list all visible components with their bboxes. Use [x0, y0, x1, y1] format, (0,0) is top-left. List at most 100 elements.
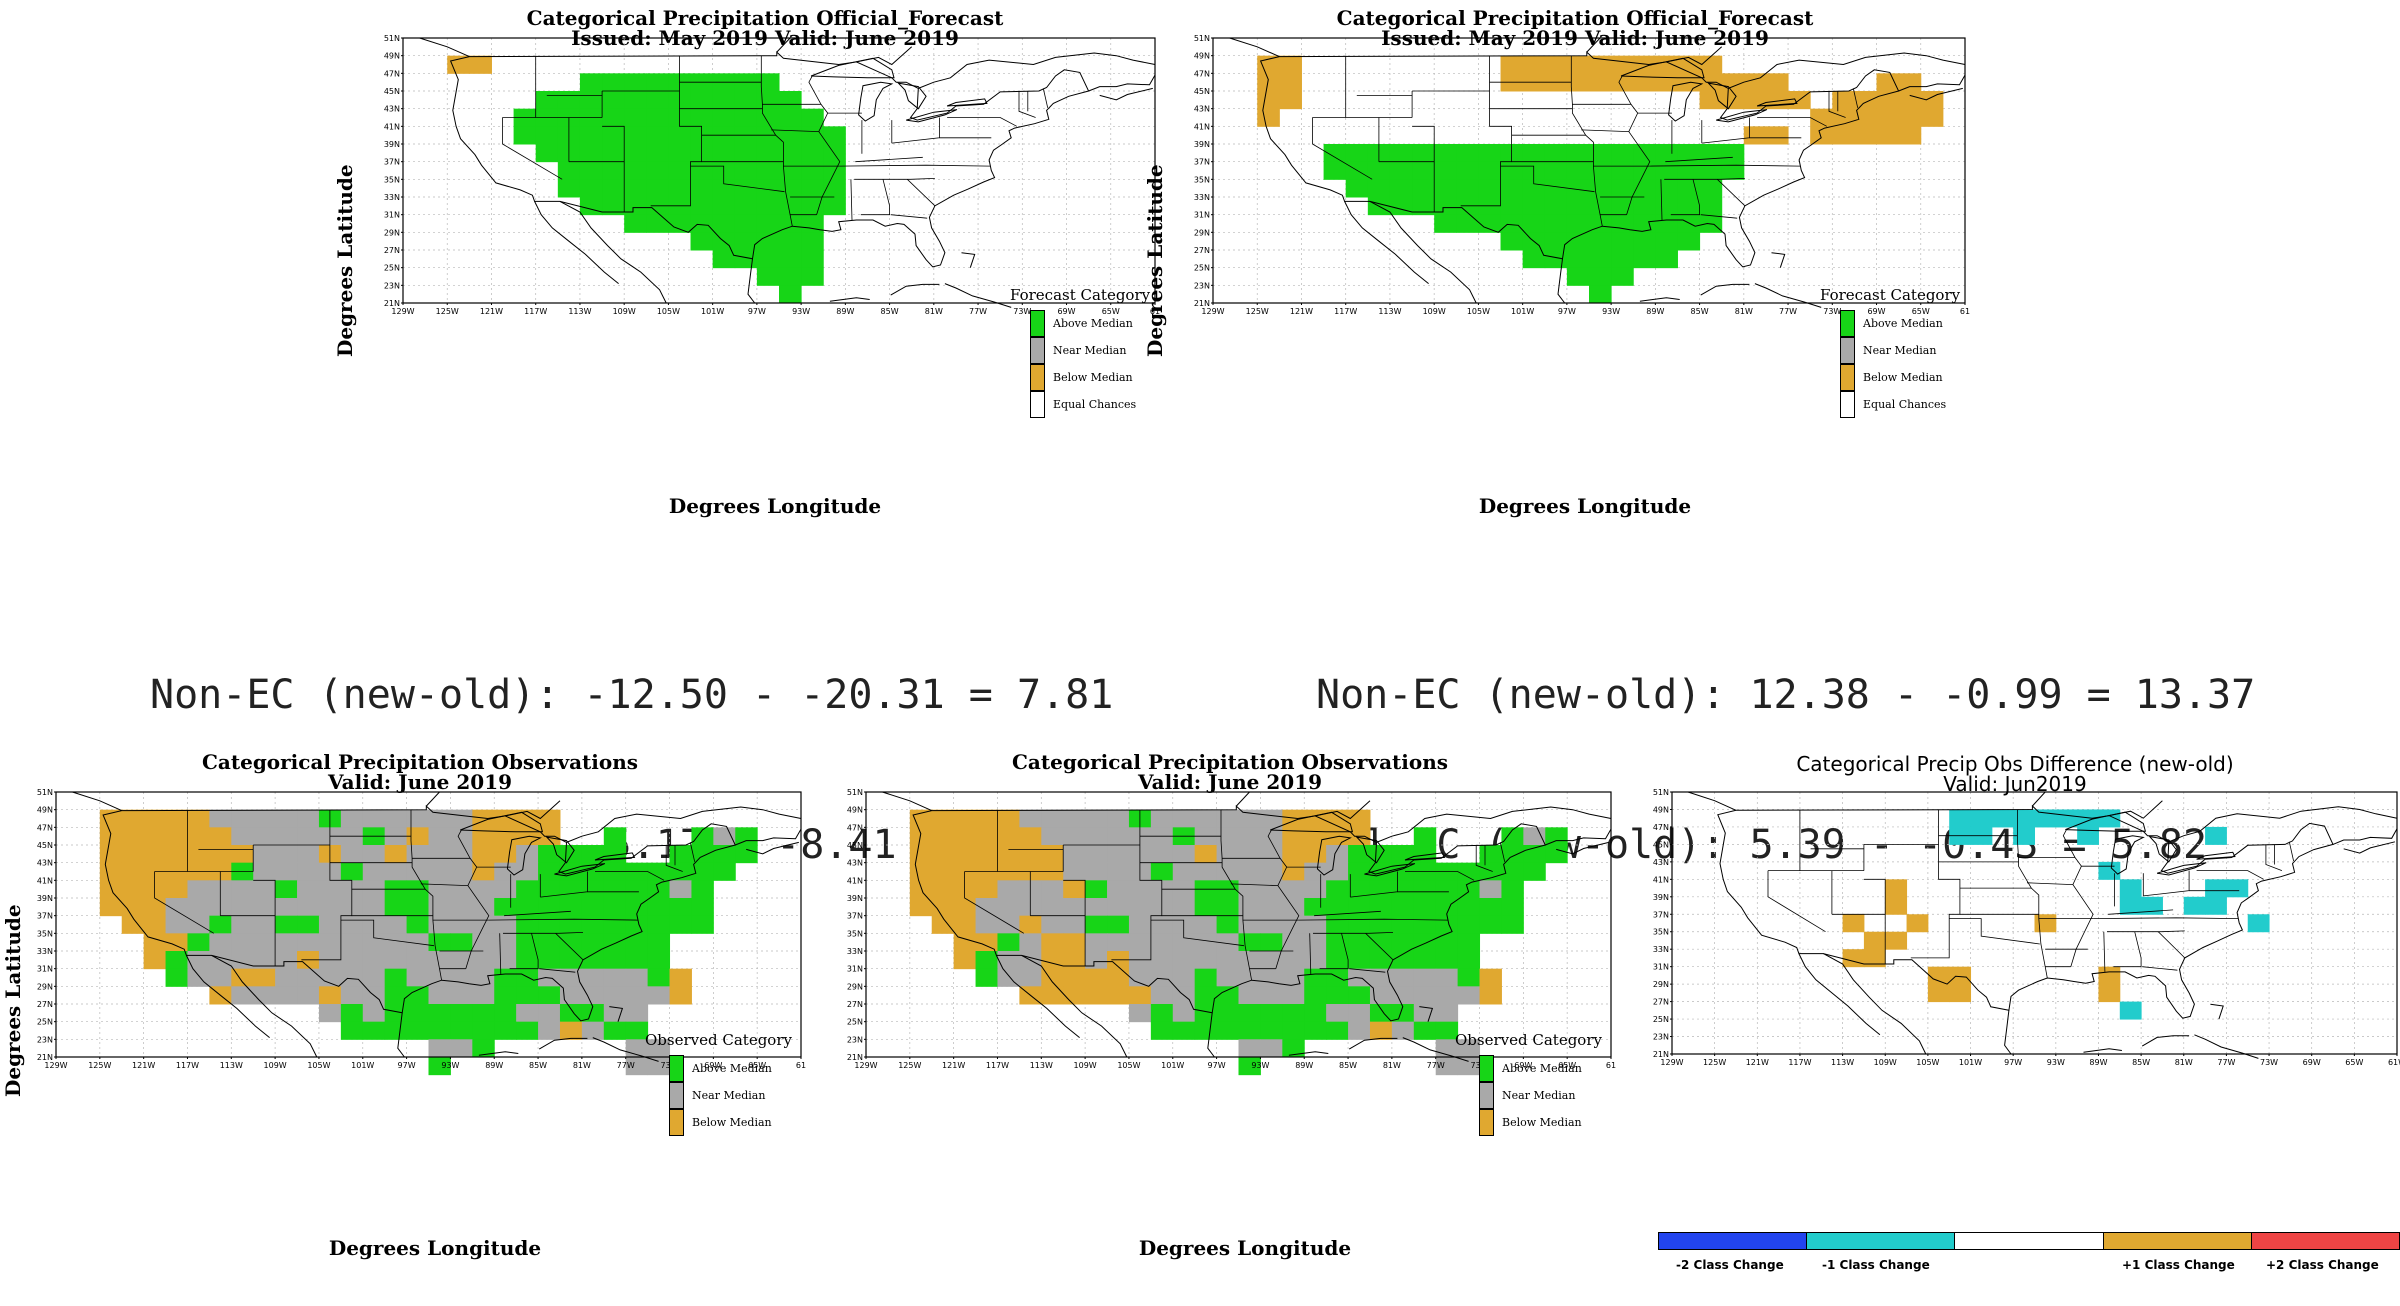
grid-cell	[1391, 880, 1415, 899]
state-border	[689, 842, 696, 862]
state-border	[1018, 91, 1036, 118]
lon-tick-label: 117W	[1334, 307, 1357, 316]
grid-cell	[1194, 968, 1218, 987]
grid-cell	[1369, 880, 1393, 899]
us-border	[449, 50, 1090, 268]
grid-cell	[340, 968, 364, 987]
grid-cell	[340, 986, 364, 1005]
grid-cell	[712, 250, 736, 269]
grid-cell	[1172, 862, 1196, 881]
lat-tick-label: 29N	[37, 982, 53, 991]
grid-cell	[624, 126, 647, 145]
grid-cell	[516, 968, 539, 987]
grid-cell	[538, 845, 561, 864]
grid-cell	[1434, 179, 1457, 198]
grid-cell	[428, 1057, 451, 1076]
grid-cell	[1566, 161, 1590, 180]
grid-cell	[624, 179, 647, 198]
grid-cell	[690, 179, 714, 198]
grid-cell	[579, 197, 603, 216]
grid-cell	[1367, 161, 1391, 180]
great-lake	[1355, 836, 1385, 864]
grid-cell	[734, 91, 758, 110]
grid-cell	[823, 144, 846, 163]
lon-tick-label: 129W	[854, 1061, 877, 1070]
lon-tick-label: 121W	[1290, 307, 1313, 316]
grid-cell	[581, 1004, 605, 1023]
grid-cell	[1389, 179, 1413, 198]
grid-cell	[1885, 931, 1908, 950]
grid-cell	[625, 986, 649, 1005]
diff-colorbar	[1658, 1232, 2400, 1250]
grid-cell	[1949, 809, 1972, 828]
grid-cell	[538, 880, 561, 899]
lon-tick-label: 113W	[1378, 307, 1401, 316]
grid-cell	[472, 951, 495, 970]
grid-cell	[1633, 144, 1656, 163]
grid-cell	[931, 862, 955, 881]
grid-cell	[1041, 845, 1064, 864]
grid-cell	[362, 898, 386, 917]
lat-tick-label: 39N	[384, 140, 400, 149]
grid-cell	[1304, 915, 1327, 934]
grid-cell	[231, 951, 254, 970]
legend-swatch	[1030, 364, 1045, 391]
grid-cell	[1589, 232, 1612, 251]
legend-item-below: Below Median	[1840, 364, 1960, 391]
grid-cell	[756, 73, 780, 92]
great-lake	[1756, 98, 1798, 107]
grid-cell	[253, 845, 276, 864]
map-legend: Observed Category Above Median Near Medi…	[1455, 1031, 1602, 1136]
coastline	[2194, 1034, 2259, 1059]
map-title: Categorical Precipitation Official_Forec…	[1336, 6, 1814, 30]
lon-tick-label: 109W	[1874, 1058, 1897, 1067]
grid-cell	[99, 809, 123, 828]
grid-cell	[579, 73, 603, 92]
y-axis-label: Degrees Latitude	[333, 164, 357, 357]
grid-cell	[953, 915, 977, 934]
grid-cell	[1544, 179, 1568, 198]
grid-cell	[1876, 108, 1900, 127]
great-lake	[1270, 811, 1354, 833]
grid-cell	[1345, 144, 1369, 163]
map-outlines	[72, 791, 802, 1062]
coastline	[747, 258, 756, 304]
grid-cell	[2205, 896, 2227, 915]
state-border	[2103, 931, 2106, 972]
grid-cell	[384, 862, 408, 881]
grid-cell	[931, 880, 955, 899]
grid-cell	[953, 951, 977, 970]
grid-cell	[1677, 214, 1701, 233]
grid-cell	[209, 827, 232, 846]
lat-tick-label: 25N	[1653, 1015, 1669, 1024]
lon-tick-label: 65W	[1558, 1061, 1576, 1070]
grid-cell	[1655, 214, 1678, 233]
grid-cell	[1304, 986, 1327, 1005]
grid-cell	[1260, 986, 1283, 1005]
grid-cell	[712, 179, 736, 198]
lat-tick-label: 25N	[847, 1018, 863, 1027]
grid-cell	[1260, 1004, 1283, 1023]
grid-cell	[1348, 880, 1371, 899]
lat-tick-label: 43N	[37, 859, 53, 868]
grid-cell	[603, 968, 627, 987]
map-title: Categorical Precip Obs Difference (new-o…	[1796, 752, 2234, 776]
lon-tick-label: 61	[1150, 307, 1160, 316]
state-border	[1757, 117, 1827, 127]
grid-cell	[1194, 915, 1218, 934]
state-border	[1042, 88, 1049, 108]
state-border	[1309, 933, 1312, 975]
grid-cell	[1991, 809, 2014, 828]
lon-tick-label: 109W	[264, 1061, 287, 1070]
grid-cell	[1611, 197, 1634, 216]
grid-cell	[297, 898, 320, 917]
state-border	[2108, 909, 2174, 915]
grid-cell	[516, 915, 539, 934]
grid-cell	[275, 968, 298, 987]
state-border	[1670, 179, 1700, 216]
lon-tick-label: 109W	[613, 307, 636, 316]
stats-non-ec-right: Non-EC (new-old): 12.38 - -0.99 = 13.37	[1316, 672, 2256, 718]
map-frame	[1212, 37, 1966, 304]
grid-cell	[997, 951, 1020, 970]
grid-cell	[472, 1004, 495, 1023]
